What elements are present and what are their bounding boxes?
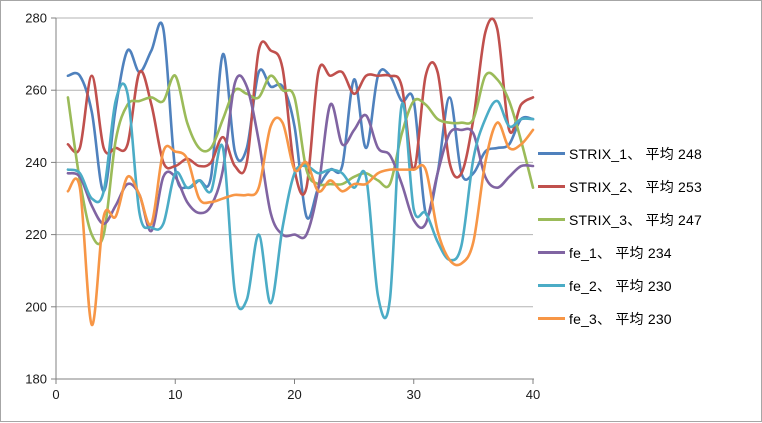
legend-item-STRIX_3: STRIX_3、 平均 247: [538, 203, 702, 236]
x-tick-label: 40: [526, 387, 540, 402]
x-tick-label: 30: [407, 387, 421, 402]
legend-line-swatch: [538, 284, 565, 287]
y-tick-label: 180: [25, 372, 47, 387]
legend-line-swatch: [538, 317, 565, 320]
legend-line-swatch: [538, 185, 565, 188]
legend-item-STRIX_1: STRIX_1、 平均 248: [538, 137, 702, 170]
legend-item-fe_3: fe_3、 平均 230: [538, 302, 702, 335]
y-tick-label: 280: [25, 11, 47, 26]
y-tick-label: 200: [25, 299, 47, 314]
legend-label: STRIX_3、 平均 247: [569, 211, 702, 228]
x-tick-label: 20: [287, 387, 301, 402]
series-STRIX_1-line: [66, 21, 535, 220]
legend-item-fe_2: fe_2、 平均 230: [538, 269, 702, 302]
legend-item-STRIX_2: STRIX_2、 平均 253: [538, 170, 702, 203]
y-tick-label: 240: [25, 155, 47, 170]
series-fe_3-line: [66, 116, 535, 327]
series-fe_2-line: [66, 82, 535, 320]
legend-line-swatch: [538, 251, 565, 254]
legend-line-swatch: [538, 152, 565, 155]
series-STRIX_2-line: [66, 17, 535, 196]
y-tick-label: 220: [25, 227, 47, 242]
legend-line-swatch: [538, 218, 565, 221]
series-STRIX_3-line: [66, 71, 535, 246]
x-tick-label: 10: [168, 387, 182, 402]
chart-legend: STRIX_1、 平均 248 STRIX_2、 平均 253 STRIX_3、 平…: [538, 137, 702, 335]
legend-label: STRIX_1、 平均 248: [569, 145, 702, 162]
y-tick-label: 260: [25, 83, 47, 98]
legend-item-fe_1: fe_1、 平均 234: [538, 236, 702, 269]
legend-label: fe_3、 平均 230: [569, 310, 672, 327]
x-tick-label: 0: [52, 387, 59, 402]
legend-label: STRIX_2、 平均 253: [569, 178, 702, 195]
legend-label: fe_1、 平均 234: [569, 244, 672, 261]
series-fe_1-line: [66, 74, 535, 240]
legend-label: fe_2、 平均 230: [569, 277, 672, 294]
